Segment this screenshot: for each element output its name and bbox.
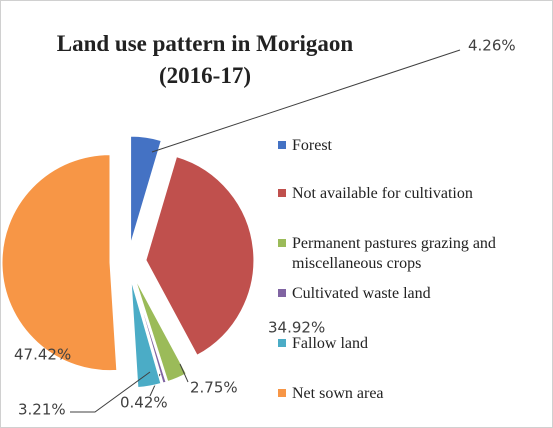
- data-label: 34.92%: [268, 319, 325, 337]
- legend-swatch: [278, 339, 286, 347]
- pie-slice: [130, 279, 162, 389]
- leader-line: [151, 49, 461, 153]
- data-label: 3.21%: [18, 401, 66, 419]
- data-label: 47.42%: [14, 346, 71, 364]
- leader-line: [70, 371, 151, 413]
- legend-item: Permanent pastures grazing and miscellan…: [278, 234, 542, 274]
- legend-swatch: [278, 389, 286, 397]
- data-label: 0.42%: [120, 394, 168, 412]
- legend-item: Cultivated waste land: [278, 284, 542, 304]
- legend-label: Net sown area: [292, 385, 384, 402]
- legend-item: Net sown area: [278, 384, 542, 404]
- pie-slice: [145, 155, 255, 356]
- legend-label: Permanent pastures grazing and miscellan…: [292, 235, 496, 272]
- pie-slice: [130, 135, 162, 245]
- pie-slice: [1, 154, 118, 372]
- legend-label: Cultivated waste land: [292, 285, 431, 302]
- legend-swatch: [278, 289, 286, 297]
- legend-label: Fallow land: [292, 335, 368, 352]
- legend-item: Not available for cultivation: [278, 184, 542, 204]
- leader-line: [179, 363, 189, 383]
- data-label: 4.26%: [468, 37, 516, 55]
- data-label: 2.75%: [190, 379, 238, 397]
- legend-item: Fallow land: [278, 334, 542, 354]
- legend-swatch: [278, 189, 286, 197]
- pie-slice: [134, 278, 187, 383]
- pie-slice: [132, 279, 167, 384]
- legend-swatch: [278, 239, 286, 247]
- legend-swatch: [278, 141, 286, 149]
- chart-title: Land use pattern in Morigaon (2016-17): [56, 31, 354, 88]
- legend-item: Forest: [278, 136, 542, 156]
- legend-label: Not available for cultivation: [292, 185, 473, 202]
- legend-label: Forest: [292, 137, 332, 154]
